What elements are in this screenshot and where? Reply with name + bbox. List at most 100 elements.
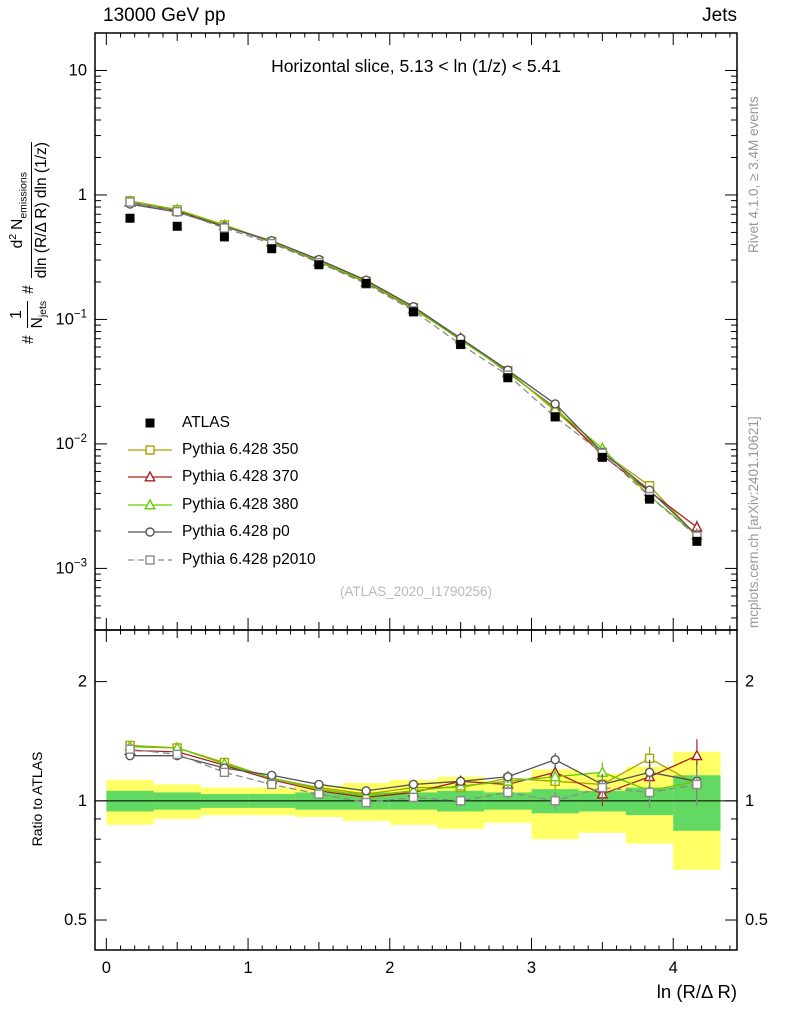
fraction2-numerator: d2Nemissions [7, 171, 30, 249]
svg-text:10−3: 10−3 [56, 557, 87, 577]
marker-open-circle [408, 779, 419, 790]
legend: ATLAS Pythia 6.428 350 Pythia 6.428 370 Pyt… [126, 409, 316, 573]
marker-open-triangle [549, 770, 562, 782]
open-square-icon [128, 554, 172, 565]
marker-open-square [644, 787, 655, 798]
legend-label: Pythia 6.428 350 [182, 441, 299, 459]
marker-open-square [314, 789, 324, 799]
marker-open-square [172, 207, 182, 217]
ratio-axis-title: Ratio to ATLAS [29, 751, 45, 847]
analysis-id-watermark: (ATLAS_2020_I1790256) [339, 584, 493, 599]
marker-filled-square [550, 412, 560, 422]
filled-square-icon [145, 418, 155, 428]
series-atlas [125, 213, 702, 546]
y-axis-title-hash1: # [19, 335, 37, 344]
marker-open-circle [361, 786, 371, 796]
marker-open-square [455, 796, 466, 806]
ratio-uncertainty-bands [95, 751, 737, 870]
marker-open-square [597, 782, 608, 793]
marker-open-square [692, 779, 702, 790]
legend-item: Pythia 6.428 380 [126, 491, 316, 518]
marker-open-square [219, 223, 230, 233]
svg-text:0.5: 0.5 [745, 911, 768, 929]
marker-open-square [125, 197, 135, 207]
legend-item: Pythia 6.428 370 [126, 464, 316, 491]
legend-label: ATLAS [182, 413, 230, 431]
marker-open-square [361, 797, 371, 808]
rivet-version-note: Rivet 4.1.0, ≥ 3.4M events [746, 96, 761, 253]
fraction1-denominator: Njets [28, 300, 49, 329]
svg-text:10: 10 [69, 61, 87, 79]
ratio-frame [94, 629, 738, 951]
marker-filled-square [408, 307, 418, 317]
svg-text:1: 1 [78, 186, 87, 204]
marker-filled-square [692, 536, 702, 546]
legend-label: Pythia 6.428 p2010 [182, 550, 316, 568]
marker-filled-square [503, 373, 513, 383]
axis-ticks [95, 32, 737, 950]
svg-text:2: 2 [385, 959, 394, 977]
svg-text:1: 1 [243, 959, 252, 977]
svg-text:1: 1 [745, 792, 754, 810]
marker-open-circle [550, 755, 560, 765]
axis-tick-labels: 0 1 2 3 4 10 1 10−1 10−2 10−3 2 2 1 1 0.5 0.5 [56, 61, 768, 977]
marker-filled-square [645, 494, 655, 504]
marker-open-circle [503, 772, 513, 782]
marker-filled-square [219, 232, 229, 242]
open-triangle-icon [128, 498, 172, 510]
y-axis-title-fraction1: 1 Njets [8, 300, 49, 329]
svg-text:10−2: 10−2 [56, 433, 87, 453]
marker-open-circle [267, 770, 277, 780]
marker-filled-square [314, 260, 324, 270]
svg-text:1: 1 [78, 792, 87, 810]
open-square-icon [128, 445, 172, 455]
y-axis-title-fraction2: d2Nemissions dln (R/Δ R) dln (1/z) [7, 142, 50, 279]
marker-filled-square [172, 221, 182, 231]
y-axis-title: # 1 Njets # d2Nemissions dln (R/Δ R) dln… [7, 18, 50, 344]
legend-item: Pythia 6.428 p2010 [126, 546, 316, 573]
marker-open-square [172, 749, 182, 760]
analysis-topic-label: Jets [702, 5, 737, 26]
svg-text:3: 3 [527, 959, 536, 977]
marker-open-square [125, 744, 135, 754]
marker-open-square [408, 792, 419, 803]
marker-open-circle [644, 767, 655, 778]
marker-filled-square [125, 213, 135, 223]
marker-open-circle [314, 779, 324, 790]
svg-text:2: 2 [78, 673, 87, 691]
legend-label: Pythia 6.428 370 [182, 468, 299, 486]
fraction2-bar [30, 142, 33, 279]
x-axis-title: ln (R/Δ R) [656, 981, 737, 1002]
svg-text:0.5: 0.5 [64, 911, 87, 929]
marker-filled-square [361, 278, 371, 288]
svg-text:0: 0 [102, 959, 111, 977]
svg-text:4: 4 [669, 959, 678, 977]
legend-item: ATLAS [126, 409, 316, 436]
legend-item: Pythia 6.428 p0 [126, 519, 316, 546]
marker-open-square [267, 779, 277, 790]
marker-filled-square [597, 452, 607, 462]
panel-title: Horizontal slice, 5.13 < ln (1/z) < 5.41 [271, 56, 561, 76]
beam-energy-label: 13000 GeV pp [103, 5, 226, 26]
fraction2-denominator: dln (R/Δ R) dln (1/z) [32, 142, 50, 279]
mcplots-arxiv-note: mcplots.cern.ch [arXiv:2401.10621] [746, 416, 761, 628]
y-axis-title-hash2: # [19, 285, 37, 294]
legend-label: Pythia 6.428 p0 [182, 523, 290, 541]
svg-text:10−1: 10−1 [56, 308, 87, 328]
marker-open-triangle [691, 749, 703, 761]
open-circle-icon [128, 527, 172, 537]
svg-text:2: 2 [745, 673, 754, 691]
marker-filled-square [456, 339, 466, 349]
fraction1-numerator: 1 [8, 310, 26, 319]
legend-item: Pythia 6.428 350 [126, 436, 316, 463]
open-triangle-icon [128, 470, 172, 482]
marker-open-square [503, 787, 513, 798]
legend-label: Pythia 6.428 380 [182, 495, 299, 513]
marker-open-square [550, 796, 560, 806]
marker-open-circle [455, 776, 466, 787]
marker-open-circle [550, 399, 560, 409]
marker-open-square [219, 767, 230, 778]
marker-filled-square [267, 244, 277, 254]
